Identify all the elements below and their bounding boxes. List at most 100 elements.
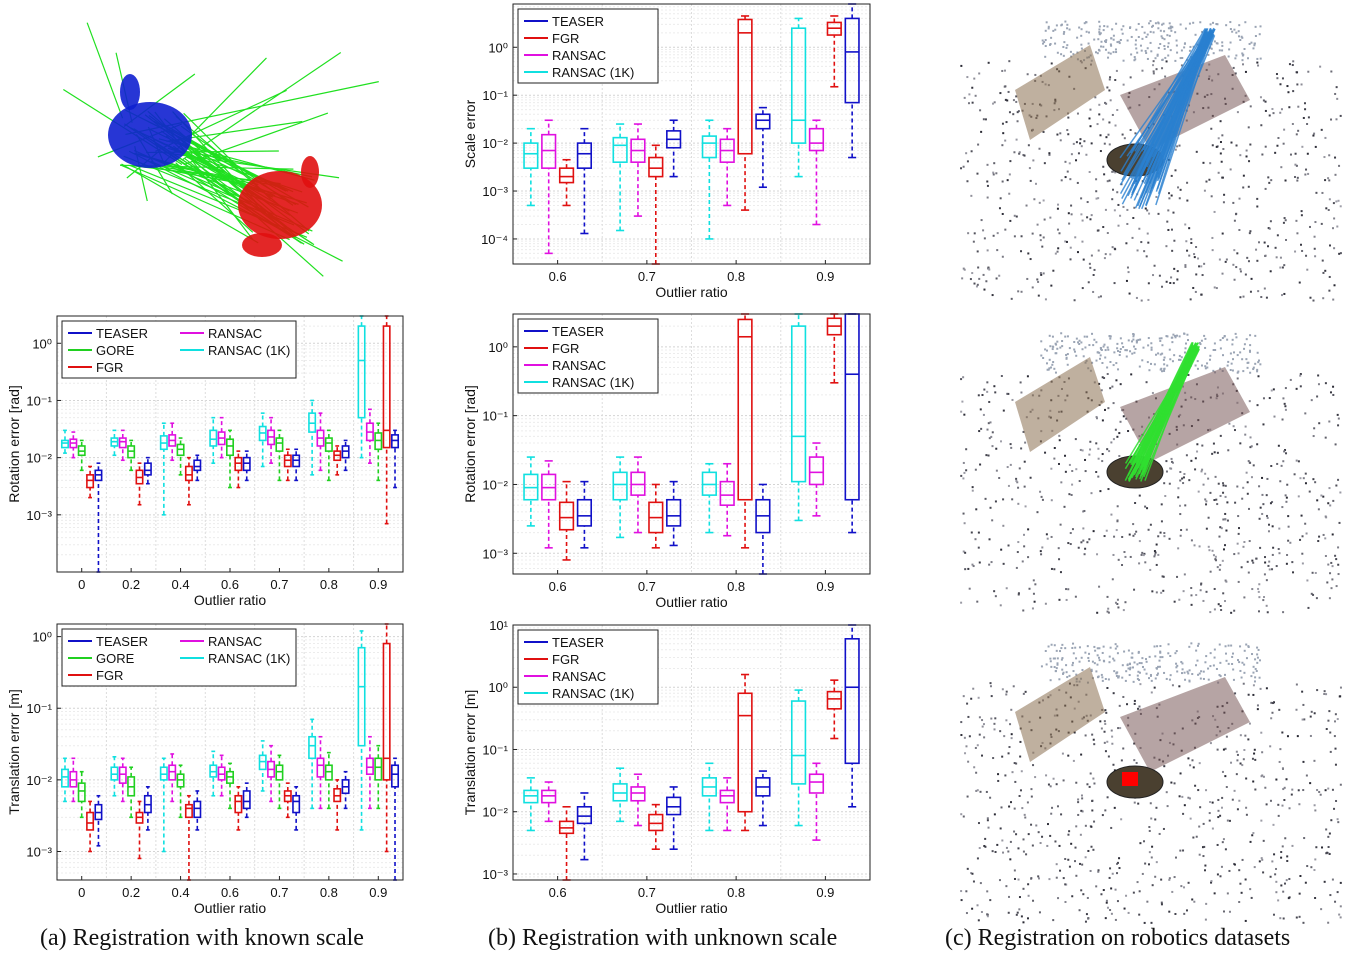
wall-point: [1186, 333, 1189, 336]
point: [1070, 213, 1073, 216]
wall-point: [1064, 647, 1067, 650]
point: [1293, 473, 1296, 476]
correspondence-line: [1124, 347, 1200, 470]
wall-point: [1167, 42, 1170, 45]
point: [1001, 212, 1004, 215]
point: [1250, 476, 1253, 479]
box-teaser-0.7: [292, 786, 301, 831]
point: [1089, 448, 1092, 451]
point: [1172, 282, 1175, 285]
wall-point: [1199, 343, 1202, 346]
wall-point: [1130, 340, 1133, 343]
box-ransac-0.9: [365, 408, 374, 464]
point: [1221, 841, 1224, 844]
point: [1295, 387, 1298, 390]
point: [1100, 727, 1103, 730]
point: [994, 850, 997, 853]
wall-point: [1119, 337, 1122, 340]
point: [1224, 512, 1227, 515]
correspondence-line: [1127, 32, 1208, 197]
point: [1018, 795, 1021, 798]
point: [1140, 553, 1143, 556]
point: [1002, 498, 1005, 501]
wall-point: [1219, 675, 1222, 678]
wall-point: [1222, 354, 1225, 357]
point: [1298, 281, 1301, 284]
wall-point: [1227, 644, 1230, 647]
point: [1230, 141, 1233, 144]
point: [1021, 807, 1024, 810]
point: [1225, 258, 1228, 261]
point: [1339, 916, 1342, 919]
point: [976, 744, 979, 747]
point: [1050, 499, 1053, 502]
point: [1314, 809, 1317, 812]
point: [1247, 260, 1250, 263]
point: [1211, 249, 1214, 252]
wall-point: [1223, 335, 1226, 338]
point: [1090, 492, 1093, 495]
point: [1248, 232, 1251, 235]
point: [1239, 882, 1242, 885]
point: [986, 890, 989, 893]
wall-point: [1086, 335, 1089, 338]
point: [1009, 723, 1012, 726]
box-iqr: [168, 764, 177, 781]
point: [1220, 865, 1223, 868]
correspondence-line: [1130, 30, 1214, 196]
wall-point: [1098, 20, 1101, 23]
wall-point: [1157, 22, 1160, 25]
point: [1313, 712, 1316, 715]
point: [1008, 173, 1011, 176]
point: [1082, 527, 1085, 530]
point: [1104, 917, 1107, 920]
point: [993, 813, 996, 816]
wall-point: [1076, 51, 1079, 54]
point: [1271, 711, 1274, 714]
wall-point: [1196, 367, 1199, 370]
legend-label: RANSAC: [208, 326, 262, 341]
wall-point: [1092, 344, 1095, 347]
point: [1338, 695, 1341, 698]
point: [1191, 898, 1194, 901]
wall-point: [1083, 335, 1086, 338]
point: [1252, 693, 1255, 696]
wall-point: [1205, 655, 1208, 658]
point: [1334, 900, 1337, 903]
point: [1116, 862, 1119, 865]
wall-point: [1175, 39, 1178, 42]
point: [1124, 601, 1127, 604]
point: [1049, 785, 1052, 788]
point: [1000, 375, 1003, 378]
point: [1056, 207, 1059, 210]
point: [1329, 731, 1332, 734]
wall-point: [1050, 665, 1053, 668]
point: [1107, 607, 1110, 610]
point: [1321, 259, 1324, 262]
point: [1001, 69, 1004, 72]
point: [1117, 606, 1120, 609]
point: [1232, 425, 1235, 428]
point: [986, 390, 989, 393]
box-iqr: [576, 805, 593, 825]
point: [1133, 742, 1136, 745]
point: [1065, 598, 1068, 601]
point: [1086, 896, 1089, 899]
point: [1034, 583, 1037, 586]
point: [1291, 122, 1294, 125]
point: [1286, 85, 1289, 88]
wall-point: [1170, 29, 1173, 32]
point: [1216, 566, 1219, 569]
wall-point: [1168, 678, 1171, 681]
point: [1148, 212, 1151, 215]
wall-point: [1237, 35, 1240, 38]
point: [1001, 144, 1004, 147]
point: [1167, 228, 1170, 231]
point: [1045, 774, 1048, 777]
point: [1022, 153, 1025, 156]
wall-point: [1093, 338, 1096, 341]
point: [1310, 866, 1313, 869]
point: [1076, 251, 1079, 254]
point: [1163, 535, 1166, 538]
point: [1092, 738, 1095, 741]
